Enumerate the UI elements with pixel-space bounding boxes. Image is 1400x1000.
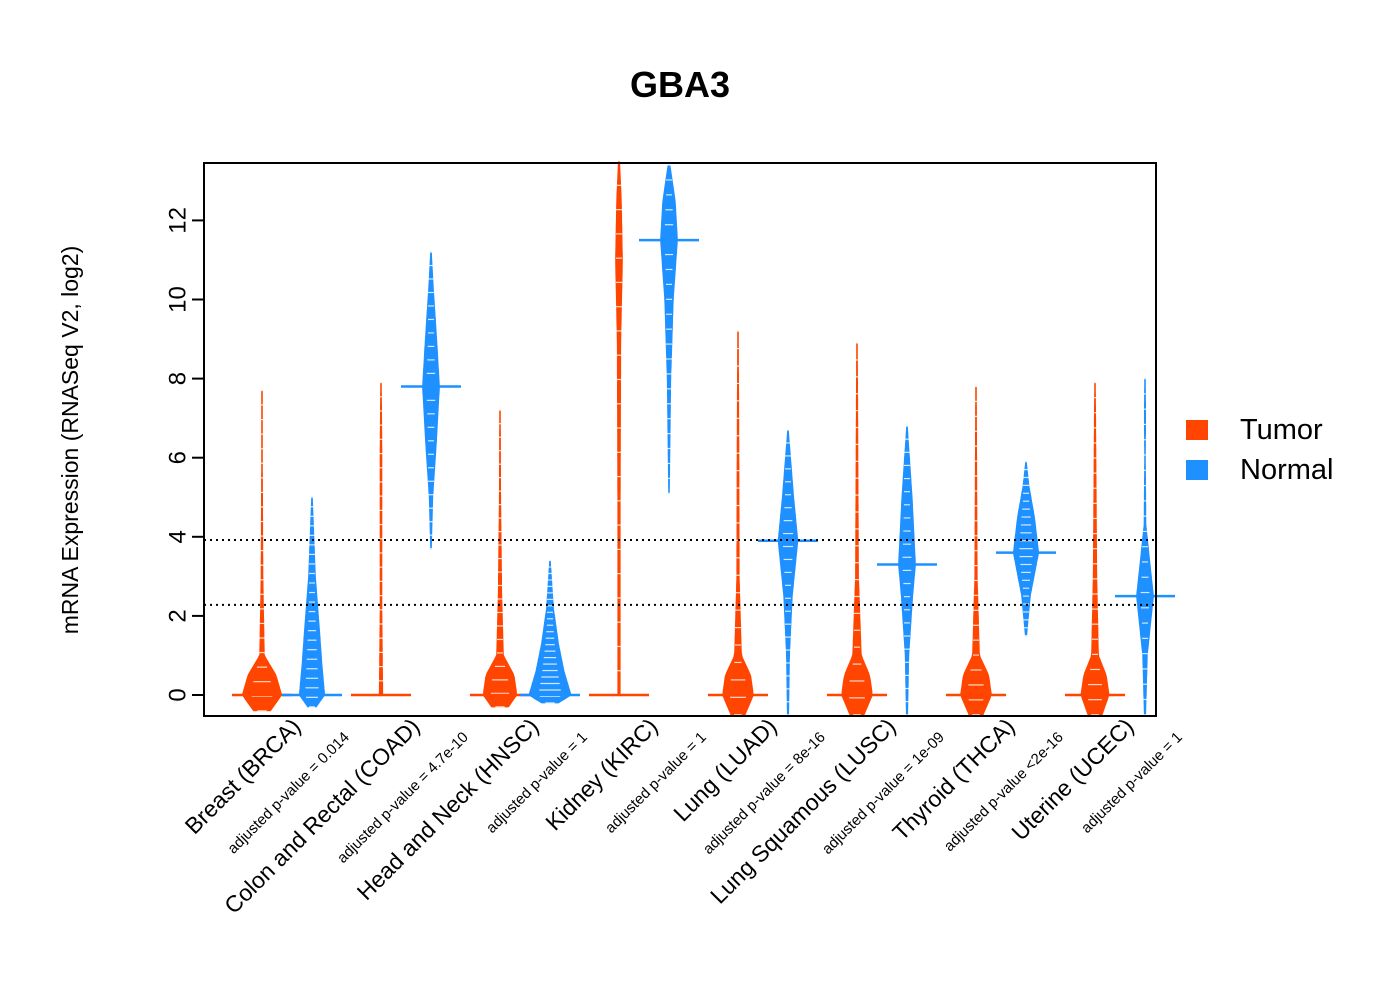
y-tick-label: 0 [165,688,192,701]
beans-layer [232,160,1175,716]
y-tick-label: 12 [165,207,192,234]
y-tick-label: 10 [165,286,192,313]
bean-normal [877,425,937,716]
legend-label: Tumor [1240,414,1323,446]
bean-normal [1115,378,1175,716]
x-category-label: Kidney (KIRC) [540,713,662,835]
legend-swatch [1186,420,1208,440]
bean-normal [758,429,818,716]
bean-normal [401,251,461,550]
bean-normal [639,164,699,494]
bean-normal [996,461,1056,637]
y-tick-label: 6 [165,451,192,464]
reference-lines [204,538,1156,606]
y-tick-label: 4 [165,530,192,543]
bean-tumor [232,389,292,712]
legend: Tumor Normal [1186,414,1333,486]
y-axis: 0 2 4 6 8 10 12 [165,207,205,702]
bean-normal [520,559,580,704]
x-category-label: Lung (LUAD) [668,713,781,826]
y-tick-label: 8 [165,372,192,385]
x-category-label: Breast (BRCA) [180,713,306,839]
bean-tumor [470,409,530,708]
bean-tumor [1065,381,1125,716]
chart-title: GBA3 [630,64,730,105]
bean-normal [282,496,342,708]
bean-tumor [589,160,649,697]
bean-tumor [827,342,887,716]
legend-label: Normal [1240,454,1333,486]
legend-swatch [1186,460,1208,480]
x-axis-labels: Breast (BRCA)adjusted p-value = 0.014Col… [180,713,1186,918]
plot-frame [203,162,1157,717]
bean-tumor [708,330,768,716]
y-tick-label: 2 [165,609,192,622]
bean-tumor [946,385,1006,716]
y-axis-label: mRNA Expression (RNASeq V2, log2) [57,246,83,635]
bean-tumor [351,381,411,697]
